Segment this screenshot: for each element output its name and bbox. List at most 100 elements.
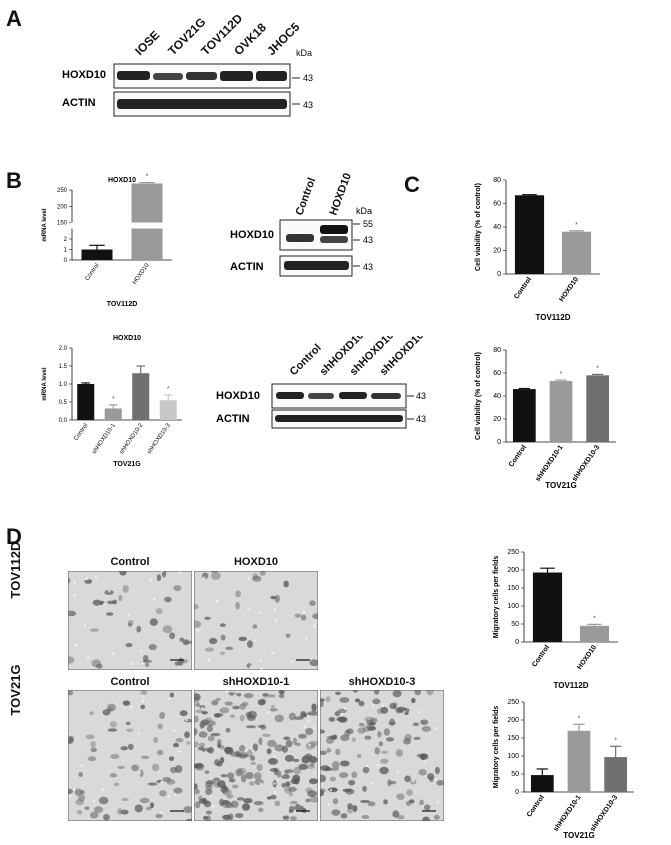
- cell: [284, 785, 292, 794]
- cell: [266, 796, 272, 800]
- cell: [416, 753, 427, 758]
- cell: [260, 698, 266, 705]
- cell: [151, 763, 160, 772]
- cell: [358, 700, 365, 707]
- panel-label-a: A: [6, 6, 22, 31]
- cell: [136, 625, 142, 633]
- cell: [201, 748, 212, 753]
- y-tick-label: 200: [507, 717, 519, 724]
- cell: [164, 596, 172, 603]
- cell: [294, 803, 301, 812]
- band: [371, 393, 401, 399]
- cell: [305, 798, 311, 803]
- cell: [194, 787, 199, 795]
- pore: [245, 749, 248, 752]
- blot-b1-lane-label: HOXD10: [328, 172, 354, 217]
- cell: [235, 768, 243, 777]
- cell: [310, 763, 315, 767]
- y-tick-label: 0: [64, 258, 68, 264]
- pore: [271, 651, 274, 655]
- cell: [106, 612, 114, 616]
- micro-col-label: shHOXD10-3: [348, 676, 416, 688]
- pore: [302, 610, 306, 614]
- cell: [194, 741, 199, 748]
- band: [153, 73, 183, 80]
- x-tick-label: shHOXD10-1: [535, 444, 565, 483]
- cell: [309, 796, 318, 803]
- pore: [207, 658, 211, 662]
- bar: [567, 730, 591, 792]
- x-axis-label: TOV112D: [554, 681, 589, 690]
- cell: [153, 736, 158, 744]
- cell: [162, 625, 173, 634]
- cell: [339, 772, 349, 779]
- cell: [122, 584, 129, 593]
- bar: [604, 757, 628, 792]
- cell: [422, 816, 430, 821]
- pore: [80, 764, 83, 767]
- cell: [362, 725, 371, 733]
- cell: [68, 610, 77, 617]
- pore: [372, 704, 375, 708]
- cell: [156, 574, 162, 582]
- cell: [84, 806, 90, 810]
- blot-b1-marker: 43: [363, 262, 373, 272]
- cell: [352, 690, 358, 693]
- y-tick-label: 2: [64, 237, 68, 243]
- cell: [225, 727, 231, 733]
- cell: [320, 789, 325, 797]
- cell: [166, 779, 176, 785]
- cell: [201, 719, 209, 726]
- cell: [234, 750, 241, 758]
- cell: [149, 802, 155, 809]
- pore: [434, 778, 438, 781]
- blot-b1: Control HOXD10 kDa HOXD10 ACTIN 55 43 43: [230, 172, 373, 277]
- cell: [404, 775, 411, 783]
- blot-a-lane-label: IOSE: [132, 28, 162, 58]
- cell: [117, 765, 125, 769]
- cell: [335, 748, 341, 756]
- cell: [307, 710, 317, 716]
- cell: [246, 725, 256, 729]
- cell: [274, 800, 281, 807]
- blot-b2-marker: 43: [416, 391, 426, 401]
- cell: [327, 787, 338, 792]
- cell: [362, 785, 367, 792]
- cell: [196, 789, 201, 795]
- pore: [137, 732, 141, 735]
- cell: [107, 703, 116, 712]
- cell: [406, 789, 413, 796]
- cell: [254, 778, 264, 786]
- pore: [436, 800, 439, 804]
- chart-b2: HOXD10 mRNA level 0.0 0.5 1.0 1.5 2.0 Control * s…: [42, 335, 182, 468]
- cell: [273, 768, 278, 776]
- x-tick-label: shHOXD10-1: [92, 422, 118, 455]
- cell: [194, 783, 198, 790]
- cell: [213, 781, 222, 788]
- cell: [227, 772, 235, 780]
- cell: [174, 765, 183, 773]
- cell: [309, 740, 318, 747]
- x-tick-label: Control: [526, 794, 546, 818]
- significance-star: *: [596, 365, 599, 372]
- cell: [89, 711, 94, 716]
- cell: [175, 737, 184, 743]
- cell: [329, 716, 336, 722]
- cell: [194, 604, 199, 610]
- pore: [376, 764, 379, 767]
- cell: [75, 799, 85, 806]
- cell: [358, 722, 365, 727]
- cell: [309, 659, 318, 667]
- cell: [305, 727, 314, 736]
- y-tick-label: 0: [497, 271, 501, 278]
- cell: [142, 659, 153, 663]
- cell: [76, 809, 83, 815]
- cell: [201, 711, 208, 715]
- cell: [351, 771, 358, 779]
- cell: [77, 794, 86, 802]
- cell: [339, 697, 350, 703]
- cell: [194, 762, 204, 769]
- cell: [412, 722, 419, 727]
- x-tick-label: HOXD10: [576, 644, 598, 671]
- cell: [213, 713, 220, 718]
